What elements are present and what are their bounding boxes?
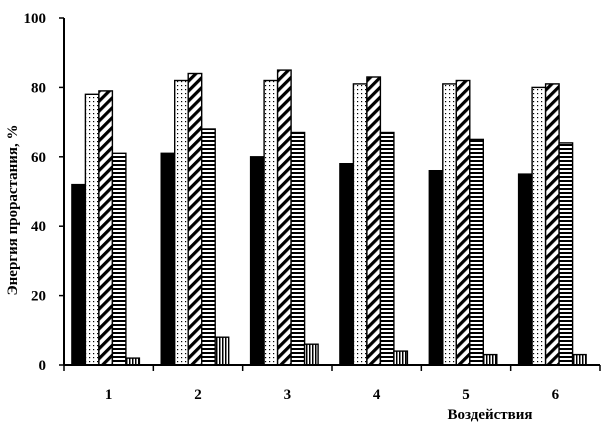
bar-series-5-category-1 (125, 357, 141, 366)
bar-series-5-category-2 (214, 336, 230, 366)
bar-series-3-category-3 (276, 69, 292, 366)
bar-series-4-category-5 (469, 138, 484, 366)
x-tick-label: 3 (284, 387, 292, 403)
bar-series-4-category-3 (290, 131, 306, 366)
x-tick-label: 4 (373, 387, 381, 403)
bar-series-2-category-1 (84, 93, 100, 366)
bar-series-4-category-2 (200, 128, 216, 366)
x-tick-label: 5 (462, 387, 470, 403)
x-axis-label: Воздействия (447, 407, 532, 423)
bar-series-5-category-5 (482, 353, 498, 366)
bar-series-2-category-3 (263, 79, 279, 366)
y-tick-label: 0 (39, 358, 47, 374)
x-tick-label: 2 (194, 387, 202, 403)
bar-series-4-category-6 (558, 142, 574, 366)
bar-series-1-category-2 (160, 152, 176, 366)
x-tick-label: 6 (552, 387, 560, 403)
bar-series-1-category-5 (428, 169, 444, 366)
bars (71, 69, 587, 366)
y-tick-label: 100 (24, 11, 47, 27)
bar-series-3-category-2 (187, 72, 203, 366)
bar-series-1-category-3 (249, 156, 265, 366)
bar-series-2-category-4 (352, 83, 368, 366)
bar-series-3-category-6 (544, 83, 560, 366)
x-tick-label: 1 (105, 387, 113, 403)
bar-series-3-category-5 (455, 79, 471, 366)
bar-series-4-category-4 (379, 131, 395, 366)
x-axis-ticks: 1 2 3 4 5 6 (63, 365, 601, 403)
bar-series-3-category-4 (366, 76, 382, 366)
y-tick-label: 80 (31, 80, 46, 96)
bar-series-5-category-4 (393, 350, 409, 366)
bar-series-2-category-6 (531, 86, 547, 366)
bar-series-2-category-2 (173, 79, 189, 366)
bar-series-2-category-5 (442, 83, 457, 366)
bar-series-4-category-1 (111, 152, 127, 366)
bar-series-5-category-3 (303, 343, 319, 366)
bar-series-1-category-6 (517, 173, 533, 366)
y-tick-label: 20 (31, 289, 46, 305)
bar-series-1-category-4 (339, 162, 355, 366)
y-tick-label: 40 (31, 219, 46, 235)
bar-series-3-category-1 (98, 90, 114, 366)
y-axis-label: Энергия прорастания, % (5, 124, 21, 295)
bar-series-1-category-1 (71, 183, 87, 366)
y-axis-ticks: 0 20 40 60 80 100 (24, 11, 64, 374)
y-tick-label: 60 (31, 150, 46, 166)
bar-series-5-category-6 (571, 353, 587, 366)
